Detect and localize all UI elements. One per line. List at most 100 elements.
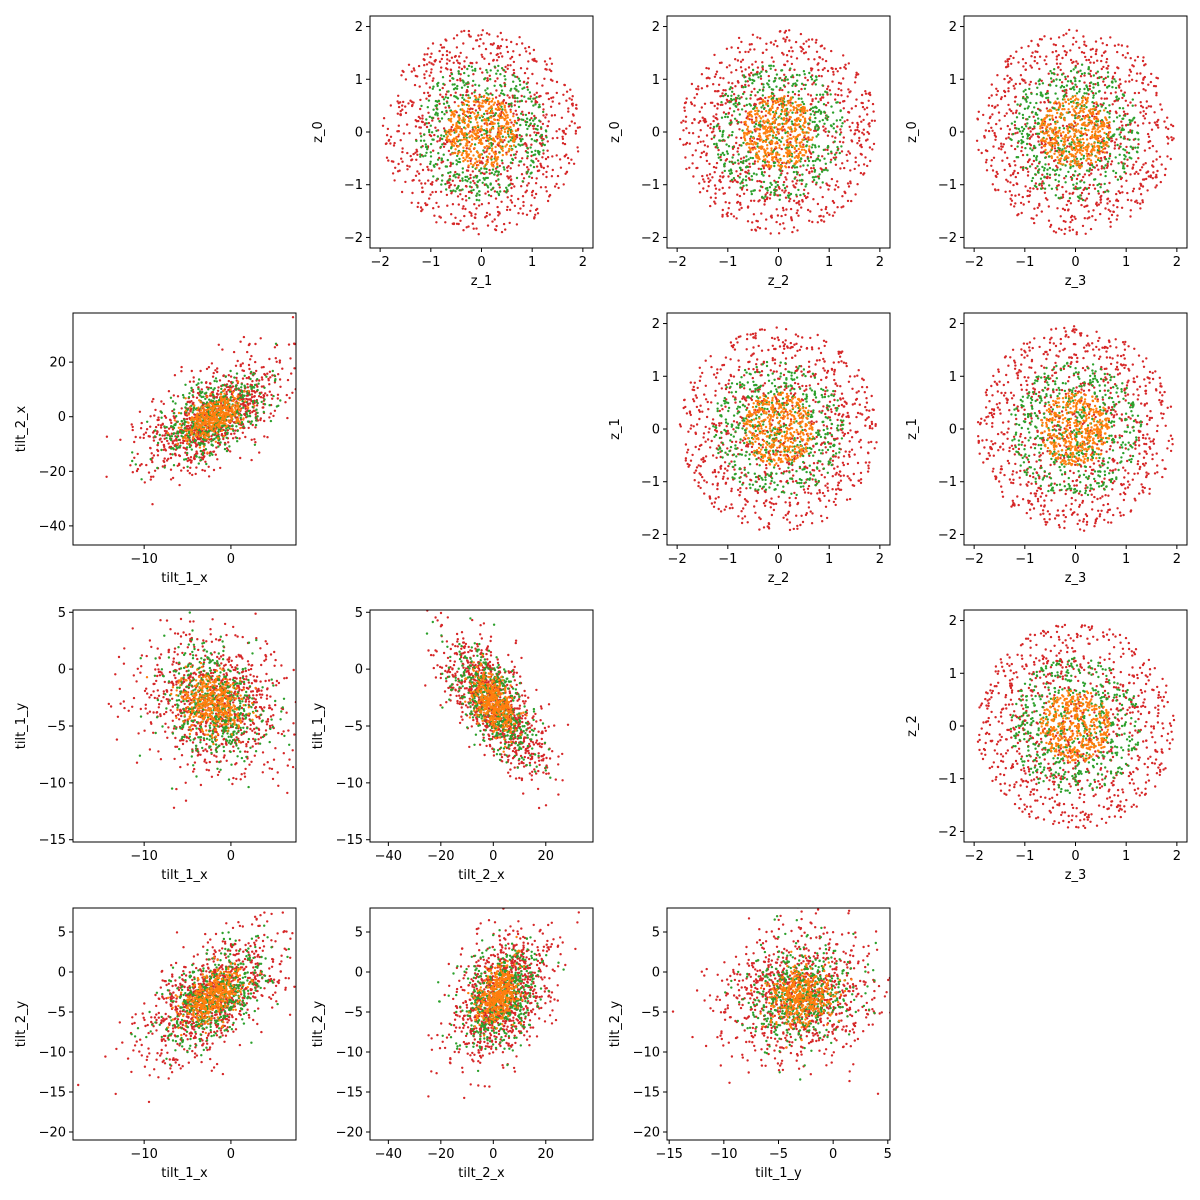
data-point xyxy=(811,176,815,179)
data-point xyxy=(1089,48,1093,51)
data-point xyxy=(477,233,480,236)
data-point xyxy=(1026,96,1029,99)
data-point xyxy=(811,120,814,124)
data-point xyxy=(1079,194,1082,197)
data-point xyxy=(438,167,441,170)
data-point xyxy=(473,182,476,185)
data-point xyxy=(759,125,762,128)
data-point xyxy=(807,38,810,41)
data-point xyxy=(771,103,775,106)
data-point xyxy=(846,199,850,203)
data-point xyxy=(575,103,578,107)
data-point xyxy=(1079,75,1083,78)
data-point xyxy=(567,110,570,113)
data-point xyxy=(836,70,839,73)
data-point xyxy=(485,171,488,174)
data-point xyxy=(504,65,507,69)
data-point xyxy=(757,76,760,79)
data-point xyxy=(773,179,776,182)
data-point xyxy=(1146,189,1149,192)
data-point xyxy=(399,110,402,113)
data-point xyxy=(1119,131,1123,134)
data-point xyxy=(488,33,491,36)
data-point xyxy=(749,48,752,51)
data-point xyxy=(783,129,787,132)
data-point xyxy=(482,119,485,122)
data-point xyxy=(1099,198,1103,201)
data-point xyxy=(705,174,709,177)
data-point xyxy=(1118,191,1122,195)
data-point xyxy=(537,159,540,163)
data-point xyxy=(1095,201,1098,204)
data-point xyxy=(1160,163,1163,166)
data-point xyxy=(983,136,986,139)
data-point xyxy=(466,100,469,103)
data-point xyxy=(800,206,803,209)
data-point xyxy=(421,186,424,189)
data-point xyxy=(515,88,518,91)
data-point xyxy=(1046,92,1050,95)
data-point xyxy=(998,119,1001,122)
data-point xyxy=(1080,63,1084,66)
data-point xyxy=(477,204,481,207)
data-point xyxy=(787,142,790,145)
data-point xyxy=(736,174,740,178)
data-point xyxy=(990,164,993,167)
data-point xyxy=(772,60,775,63)
data-point xyxy=(1057,53,1060,57)
data-point xyxy=(853,132,857,135)
data-point xyxy=(497,122,500,125)
data-point xyxy=(457,135,460,138)
data-point xyxy=(814,175,818,178)
data-point xyxy=(829,93,832,96)
data-point xyxy=(1106,160,1110,163)
data-point xyxy=(810,170,814,173)
data-point xyxy=(794,137,797,140)
data-point xyxy=(769,141,773,144)
data-point xyxy=(1075,85,1079,89)
data-point xyxy=(546,156,550,159)
data-point xyxy=(524,47,527,50)
data-point xyxy=(781,169,784,173)
data-point xyxy=(993,131,996,135)
data-point xyxy=(1167,137,1170,140)
data-point xyxy=(758,88,761,92)
data-point xyxy=(499,73,502,76)
data-point xyxy=(470,191,473,194)
data-point xyxy=(507,140,510,143)
data-point xyxy=(695,87,698,91)
data-point xyxy=(1061,185,1064,189)
data-point xyxy=(494,112,498,115)
data-point xyxy=(1110,140,1113,143)
data-point xyxy=(807,45,811,48)
data-point xyxy=(455,34,459,37)
data-point xyxy=(1074,185,1077,188)
data-point xyxy=(1131,147,1134,150)
data-point xyxy=(801,100,804,104)
data-point xyxy=(444,96,447,99)
data-point xyxy=(750,71,753,75)
data-point xyxy=(1119,145,1122,148)
data-point xyxy=(754,60,757,63)
data-point xyxy=(1048,173,1052,176)
data-point xyxy=(1115,98,1119,101)
data-point xyxy=(1069,58,1073,62)
data-point xyxy=(1064,75,1067,79)
data-point xyxy=(727,136,730,139)
data-point xyxy=(496,156,500,159)
data-point xyxy=(826,211,829,215)
data-point xyxy=(491,93,494,97)
data-point xyxy=(808,71,811,75)
data-point xyxy=(697,121,700,124)
data-point xyxy=(550,69,553,73)
data-point xyxy=(453,184,456,187)
data-point xyxy=(732,177,736,180)
data-point xyxy=(1082,157,1085,160)
data-point xyxy=(751,68,755,72)
data-point xyxy=(787,126,790,129)
data-point xyxy=(493,114,496,117)
data-point xyxy=(431,119,434,122)
data-point xyxy=(491,168,495,171)
data-point xyxy=(467,111,470,114)
data-point xyxy=(1109,36,1112,39)
